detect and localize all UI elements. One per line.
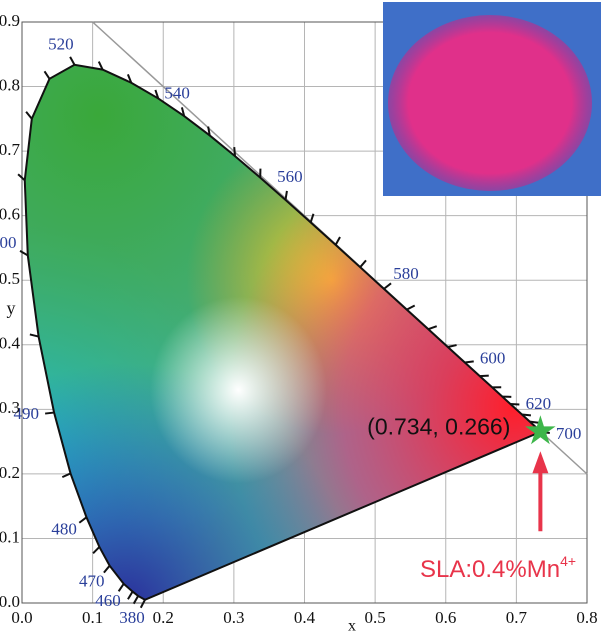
locus-tick <box>78 516 88 524</box>
annotation: SLA:0.4%Mn4+ <box>420 553 576 584</box>
x-tick-label: 0.7 <box>506 608 528 627</box>
locus-tick <box>139 599 146 609</box>
wavelength-label: 580 <box>393 264 419 283</box>
x-tick-label: 0.8 <box>576 608 597 627</box>
wavelength-label: 620 <box>526 394 552 413</box>
locus-tick <box>427 325 438 331</box>
locus-tick <box>464 360 474 364</box>
locus-tick <box>180 107 186 117</box>
locus-tick <box>29 333 39 338</box>
x-tick-label: 0.4 <box>294 608 316 627</box>
locus-tick <box>309 213 315 223</box>
locus-tick <box>45 411 55 415</box>
locus-tick <box>132 595 139 605</box>
wavelength-label: 460 <box>95 591 121 610</box>
locus-tick <box>19 249 29 257</box>
locus-tick <box>103 565 111 574</box>
y-tick-label: 0.1 <box>0 527 20 546</box>
locus-tick <box>383 282 392 290</box>
wavelength-label: 380 <box>119 608 145 627</box>
locus-tick <box>43 70 51 80</box>
locus-tick <box>521 413 532 417</box>
y-tick-label: 0.8 <box>0 75 20 94</box>
locus-tick <box>69 56 76 66</box>
locus-tick <box>529 420 539 424</box>
y-tick-label: 0.0 <box>0 592 20 611</box>
y-tick-label: 0.9 <box>0 11 20 30</box>
locus-tick <box>334 236 341 246</box>
x-tick-label: 0.2 <box>153 608 174 627</box>
plot-frame <box>21 21 588 604</box>
x-tick-label: 0.0 <box>11 608 32 627</box>
x-tick-label: 0.1 <box>82 608 103 627</box>
annotation-text: SLA:0.4%Mn <box>420 556 560 583</box>
wavelength-label: 480 <box>51 520 77 539</box>
locus-tick <box>406 304 416 311</box>
locus-tick <box>117 583 125 592</box>
y-tick-label: 0.3 <box>0 398 20 417</box>
locus-tick <box>479 374 489 378</box>
locus-tick <box>17 173 26 182</box>
x-tick-label: 0.3 <box>223 608 244 627</box>
wavelength-label: 700 <box>556 424 582 443</box>
wavelength-label: 500 <box>0 233 16 252</box>
locus-tick <box>97 61 104 71</box>
locus-tick <box>447 344 457 349</box>
locus-tick <box>359 259 367 268</box>
y-tick-label: 0.7 <box>0 140 21 159</box>
locus-tick <box>284 190 288 201</box>
y-tick-label: 0.4 <box>0 334 21 353</box>
data-point <box>525 415 556 445</box>
y-tick-label: 0.5 <box>0 269 20 288</box>
inset-photo <box>383 2 601 196</box>
locus-tick <box>127 591 134 600</box>
wavelength-label: 560 <box>277 167 303 186</box>
arrow-head <box>532 451 549 474</box>
x-tick-label: 0.5 <box>365 608 386 627</box>
locus-tick <box>92 546 101 555</box>
wavelength-label: 600 <box>480 349 506 368</box>
y-tick-label: 0.2 <box>0 463 20 482</box>
point-label: (0.734, 0.266) <box>367 413 510 439</box>
locus-tick <box>233 147 237 157</box>
locus-tick <box>61 472 71 479</box>
x-axis-label: x <box>348 618 356 635</box>
y-axis-label: y <box>7 298 16 318</box>
wavelength-label: 490 <box>13 404 39 423</box>
wavelength-label: 470 <box>79 572 105 591</box>
wavelength-label: 520 <box>48 34 74 53</box>
annotation-superscript: 4+ <box>560 553 576 569</box>
y-tick-label: 0.6 <box>0 205 20 224</box>
locus-tick <box>126 74 133 84</box>
x-tick-label: 0.6 <box>435 608 456 627</box>
locus-tick <box>154 89 160 99</box>
locus-tick <box>207 126 211 136</box>
wavelength-label: 540 <box>164 84 190 103</box>
locus-tick <box>25 111 33 120</box>
